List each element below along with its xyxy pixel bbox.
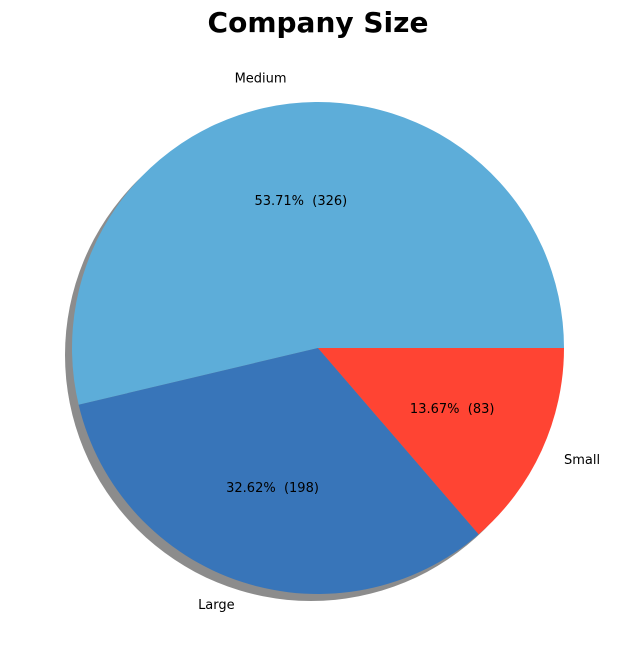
slice-percent-medium: 53.71% (326) <box>254 194 347 209</box>
slice-percent-small: 13.67% (83) <box>410 402 495 417</box>
pie-slice-small <box>318 348 564 535</box>
pie-labels: Medium 53.71% (326) Large 32.62% (198) Small… <box>198 72 600 613</box>
pie-slice-medium <box>72 101 565 405</box>
pie-slices <box>72 101 565 594</box>
slice-percent-large: 32.62% (198) <box>226 481 319 496</box>
slice-label-large: Large <box>198 598 235 613</box>
pie-slice-large <box>78 348 479 594</box>
slice-label-small: Small <box>564 453 600 468</box>
chart-title: Company Size <box>208 6 429 39</box>
slice-label-medium: Medium <box>235 72 287 87</box>
